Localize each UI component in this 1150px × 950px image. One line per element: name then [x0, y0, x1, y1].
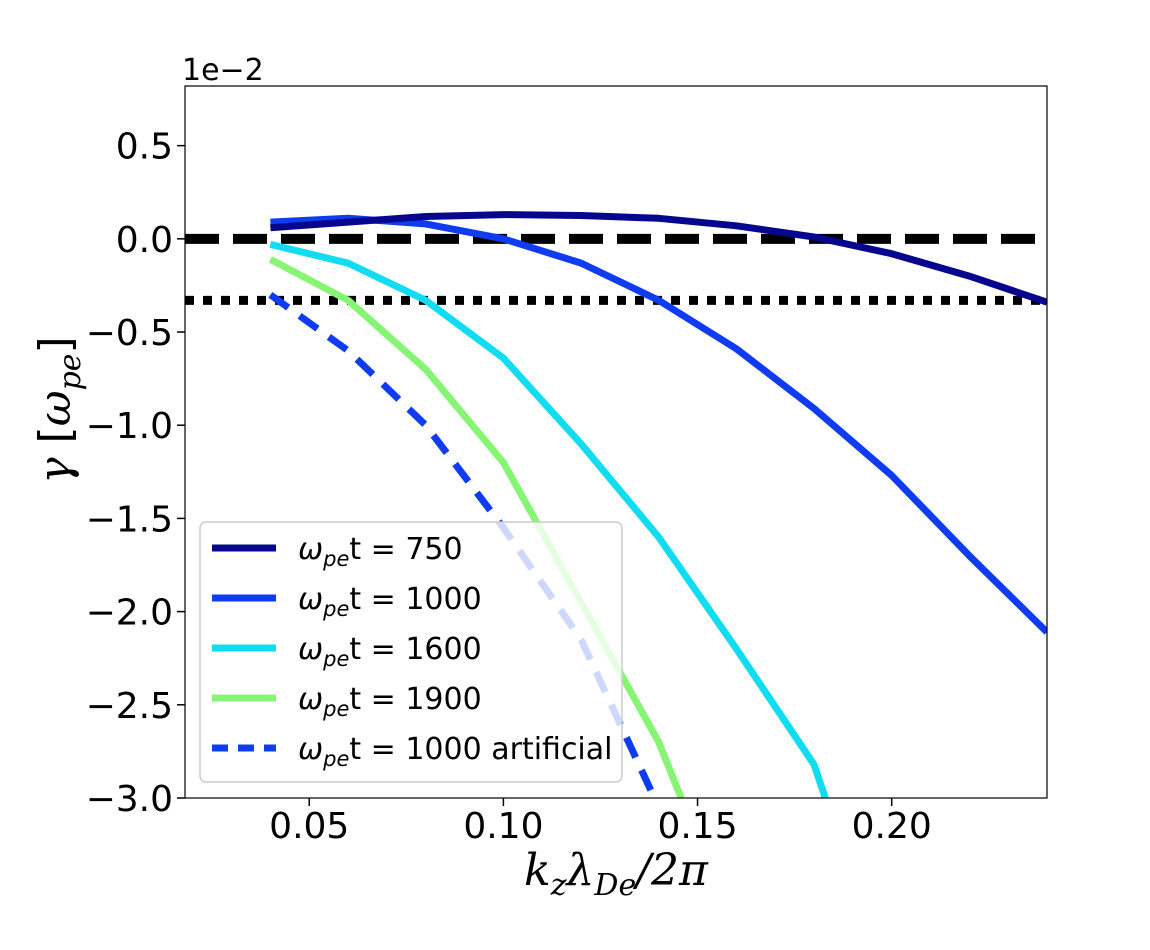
y-tick-label: −1.5 — [86, 499, 173, 540]
x-tick-label: 0.20 — [852, 806, 932, 847]
y-tick-label: −0.5 — [86, 313, 173, 354]
series-line-pe-t-1600 — [269, 240, 829, 798]
x-tick-label: 0.15 — [657, 806, 737, 847]
legend-label-pe-t-1600: ωpet = 1600 — [298, 632, 482, 671]
y-tick-label: 0.0 — [116, 220, 173, 261]
y-tick-label: −3.0 — [86, 779, 173, 820]
legend: ωpet = 750 ωpet = 1000 ωpet = 1600 ωpet = 1… — [199, 521, 623, 783]
svg-text:γ [ωpe]: γ [ωpe] — [30, 336, 88, 483]
series-line-pe-t-750 — [270, 211, 1047, 306]
series-line-pe-t-1900 — [268, 256, 685, 798]
legend-label-pe-t-750: ωpet = 750 — [298, 532, 463, 571]
y-axis-label: γ [ωpe] — [30, 336, 88, 483]
x-axis-label: kzλDe/2π — [524, 845, 709, 903]
y-tick-label: −1.0 — [86, 406, 173, 447]
y-scale-label: 1e−2 — [182, 53, 264, 88]
plot-frame — [184, 85, 1048, 799]
x-tick-label: 0.05 — [269, 806, 349, 847]
axis-ticks: 0.05 0.10 0.15 0.20 0.5 0.0 −0.5 −1.0 −1.5 −2.0 −2… — [86, 127, 932, 847]
y-tick-label: 0.5 — [116, 127, 173, 168]
y-tick-label: −2.0 — [86, 593, 173, 634]
legend-box — [199, 521, 623, 783]
legend-label-pe-t-1000-artificial: ωpet = 1000 artificial — [298, 732, 613, 771]
y-tick-label: −2.5 — [86, 686, 173, 727]
series-line-pe-t-1000 — [270, 214, 1047, 635]
x-tick-label: 0.10 — [463, 806, 543, 847]
legend-label-pe-t-1900: ωpet = 1900 — [298, 682, 482, 721]
legend-label-pe-t-1000: ωpet = 1000 — [298, 582, 482, 621]
